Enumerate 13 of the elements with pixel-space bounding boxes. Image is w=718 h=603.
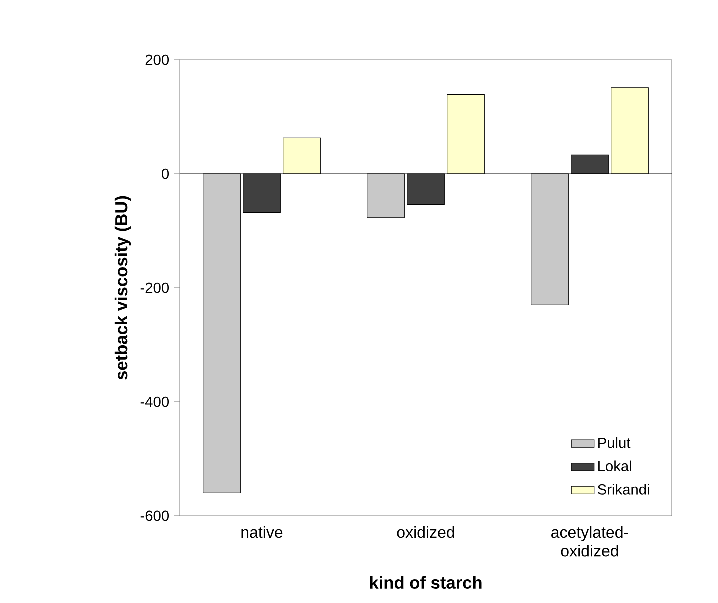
y-tick-label: -400 [140,396,170,408]
legend-label: Srikandi [598,484,650,495]
y-tick-label: 0 [162,168,170,180]
x-axis-title: kind of starch [370,576,482,590]
y-tick-label: 200 [146,54,170,66]
x-tick-label: oxidized [397,526,454,538]
x-tick-label: acetylated-oxidized [552,526,628,557]
y-tick-label: -200 [140,282,170,294]
legend-label: Lokal [598,460,632,472]
y-tick-label: -600 [140,510,170,522]
x-tick-label: native [242,526,283,538]
legend-label: Pulut [598,438,631,448]
y-axis-title: setback viscosity (BU) [114,196,132,380]
